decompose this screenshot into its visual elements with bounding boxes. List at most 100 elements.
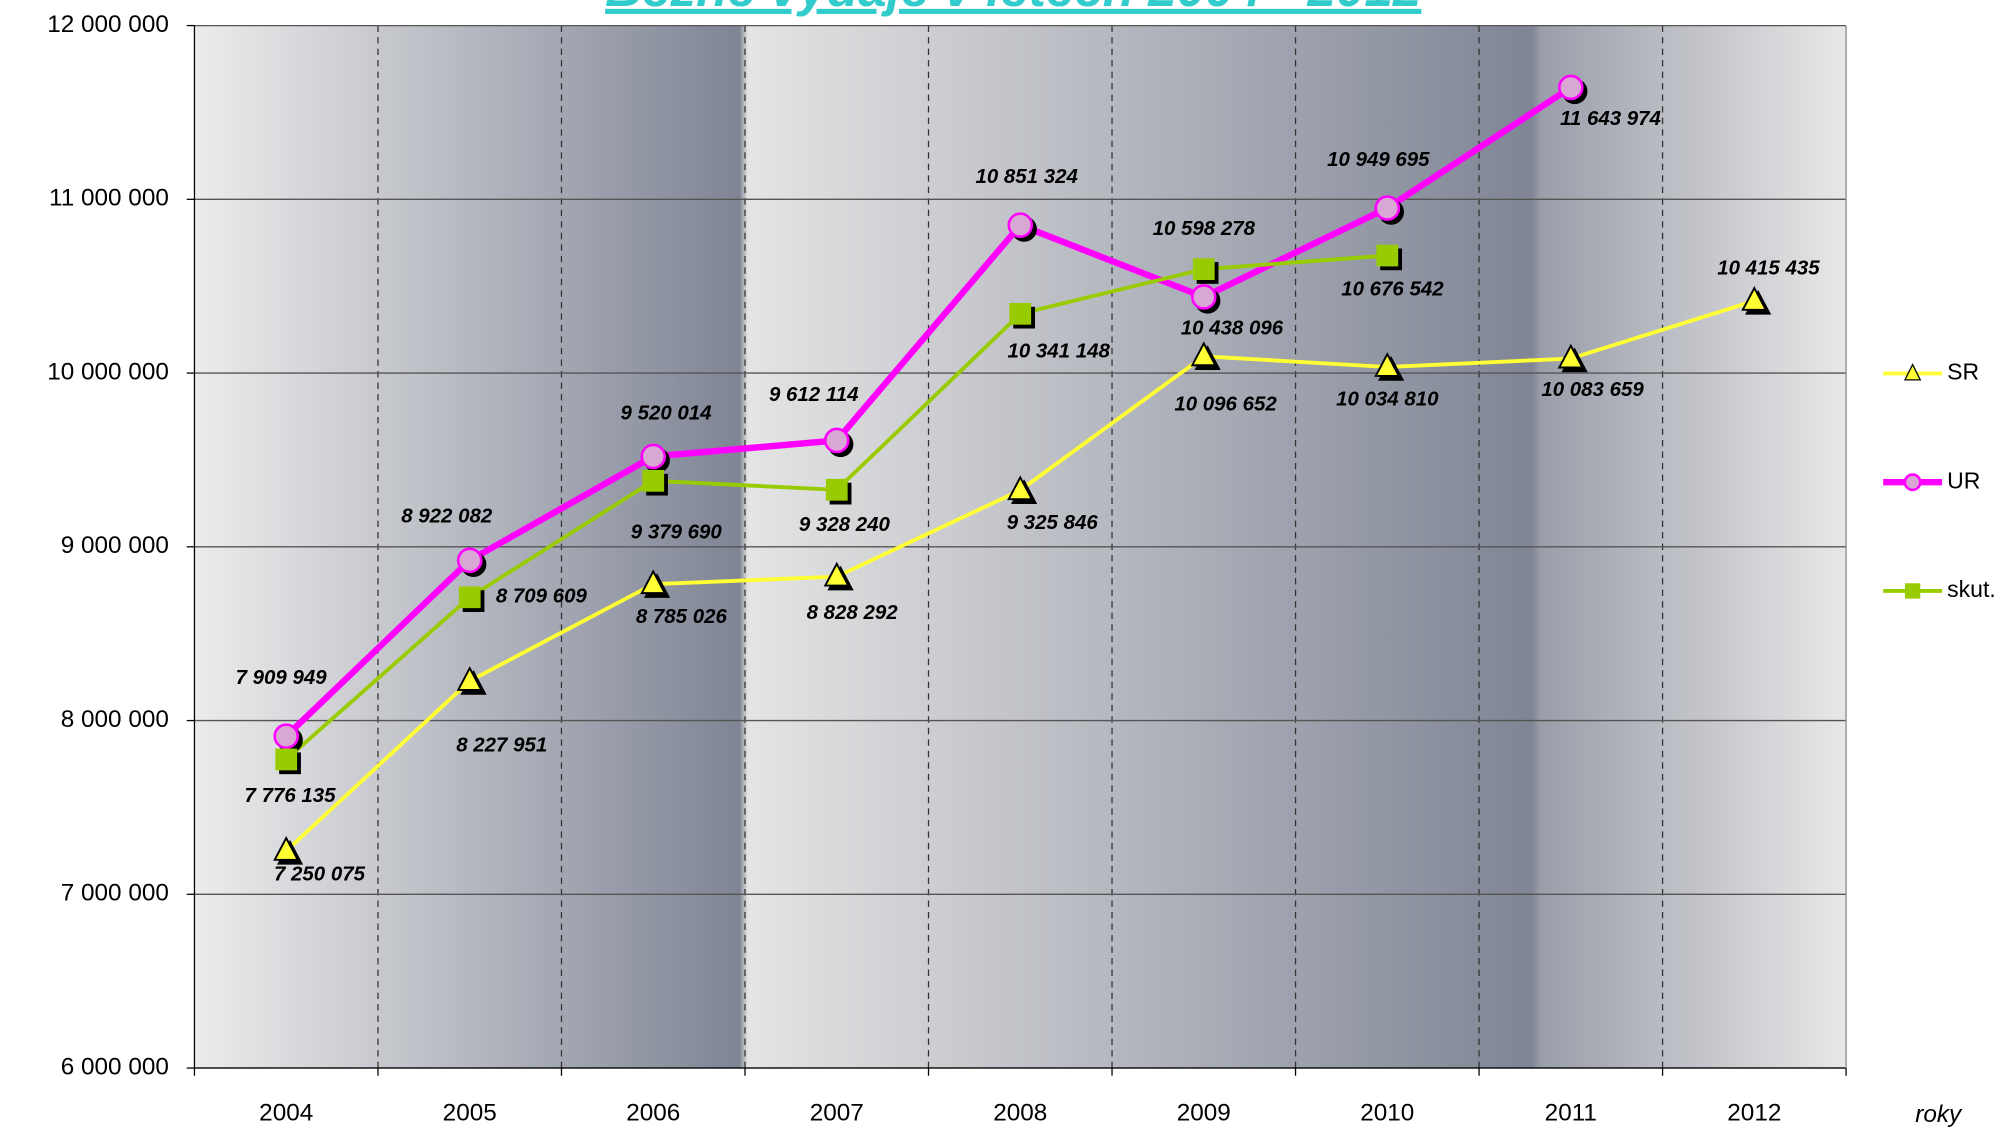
marker-shape [823, 561, 850, 587]
y-tick-label: 11 000 000 [49, 185, 169, 212]
data-label: 10 096 652 [1174, 392, 1277, 415]
data-point [1741, 286, 1772, 315]
data-label: 11 643 974 [1560, 107, 1661, 130]
y-tick-label: 9 000 000 [61, 532, 169, 559]
data-label: 9 328 240 [799, 513, 891, 536]
data-point [456, 666, 487, 695]
series-line [284, 84, 1573, 739]
marker-shape [640, 569, 667, 595]
data-label: 8 922 082 [401, 504, 493, 527]
marker-shape [1903, 363, 1922, 381]
data-label: 10 598 278 [1153, 217, 1256, 240]
data-label: 10 851 324 [975, 165, 1078, 188]
x-tick-label: 2008 [993, 1100, 1047, 1127]
marker-shape [1903, 473, 1922, 492]
data-label: 10 415 435 [1717, 256, 1820, 279]
x-tick-label: 2009 [1177, 1100, 1231, 1127]
y-tick-label: 10 000 000 [47, 358, 169, 385]
chart-title: Běžné výdaje v letech 2004 - 2012 [605, 0, 1421, 17]
x-tick-label: 2005 [443, 1100, 497, 1127]
data-label: 8 828 292 [807, 601, 899, 624]
data-point [1376, 244, 1403, 271]
data-point [1558, 74, 1588, 105]
data-label: 10 083 659 [1541, 378, 1644, 401]
data-point [1190, 341, 1221, 371]
marker-shape [823, 427, 850, 454]
data-point [642, 469, 668, 496]
marker-shape [1007, 475, 1034, 501]
marker-shape [1904, 583, 1921, 599]
data-point [456, 547, 487, 577]
x-tick-label: 2006 [626, 1100, 680, 1127]
legend-label: SR [1947, 359, 1979, 385]
data-point [1557, 343, 1588, 373]
data-label: 7 909 949 [236, 666, 328, 689]
x-tick-label: 2004 [259, 1100, 313, 1127]
data-point [458, 586, 485, 612]
marker-shape [1190, 284, 1217, 310]
data-label: 8 227 951 [456, 734, 547, 757]
data-label: 10 676 542 [1341, 277, 1444, 300]
marker-shape [456, 547, 483, 574]
data-point [823, 427, 854, 458]
marker-shape [642, 469, 665, 492]
data-label: 9 325 846 [1007, 511, 1099, 534]
data-label: 8 785 026 [636, 605, 728, 628]
data-point [1374, 352, 1405, 381]
marker-shape [1009, 302, 1032, 325]
data-point [1007, 475, 1038, 504]
data-point [1192, 258, 1219, 284]
data-label: 7 250 075 [274, 863, 366, 886]
data-label: 8 709 609 [496, 585, 588, 608]
legend-label: UR [1947, 467, 1980, 493]
data-point [640, 569, 671, 598]
data-point [1190, 284, 1221, 314]
data-point [275, 748, 301, 775]
marker-shape [1192, 258, 1215, 280]
data-point [823, 561, 854, 591]
data-point [273, 723, 303, 753]
marker-shape [1558, 74, 1584, 101]
y-tick-label: 7 000 000 [61, 880, 169, 907]
data-label: 7 776 135 [245, 784, 337, 807]
marker-shape [275, 748, 298, 771]
marker-shape [1374, 352, 1401, 377]
data-point [1374, 195, 1404, 225]
x-tick-label: 2012 [1727, 1100, 1781, 1127]
marker-shape [1007, 212, 1034, 238]
x-tick-label: 2007 [810, 1100, 864, 1127]
marker-shape [1741, 286, 1768, 311]
y-tick-label: 12 000 000 [47, 11, 169, 38]
marker-shape [1190, 341, 1217, 367]
legend-label: skut. [1947, 576, 1996, 602]
marker-shape [825, 478, 848, 501]
data-label: 10 438 096 [1181, 316, 1284, 339]
data-point [1009, 302, 1035, 329]
marker-shape [1557, 343, 1584, 369]
marker-shape [458, 586, 481, 609]
data-point [273, 836, 304, 865]
marker-shape [273, 836, 300, 861]
marker-shape [273, 723, 300, 749]
legend-marker [1903, 473, 1922, 492]
marker-shape [1374, 195, 1401, 221]
x-tick-label: 2010 [1360, 1100, 1414, 1127]
y-tick-label: 6 000 000 [61, 1053, 169, 1080]
data-label: 9 612 114 [769, 383, 859, 406]
legend-marker [1903, 363, 1922, 381]
data-point [1007, 212, 1037, 242]
data-label: 9 379 690 [631, 521, 723, 544]
data-point [825, 478, 852, 505]
legend-marker [1904, 583, 1921, 599]
x-axis-label: roky [1915, 1101, 1963, 1128]
marker-shape [1376, 244, 1399, 267]
marker-shape [640, 443, 667, 470]
data-label: 10 341 148 [1007, 340, 1110, 363]
y-tick-label: 8 000 000 [61, 706, 169, 733]
data-label: 10 034 810 [1336, 388, 1439, 411]
data-label: 9 520 014 [621, 402, 713, 425]
data-label: 10 949 695 [1327, 148, 1430, 171]
x-tick-label: 2011 [1545, 1100, 1597, 1127]
marker-shape [456, 666, 483, 691]
